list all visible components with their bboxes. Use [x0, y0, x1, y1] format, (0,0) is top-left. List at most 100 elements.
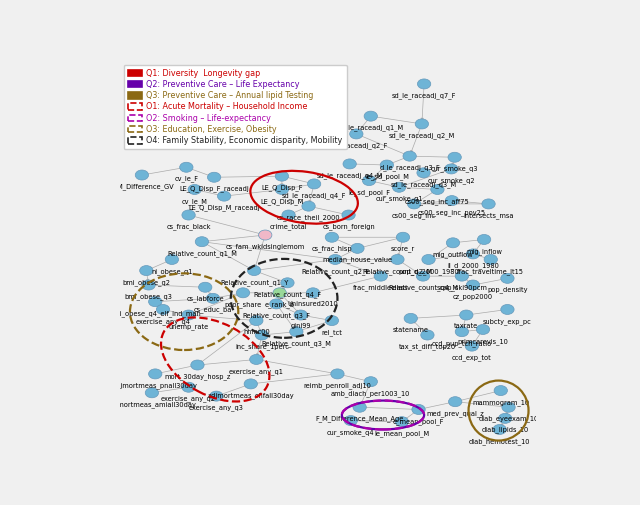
- Text: poor_share: poor_share: [225, 301, 262, 308]
- Text: mort_30day_hosp_z: mort_30day_hosp_z: [164, 373, 230, 380]
- Text: reimb_penroll_adj10: reimb_penroll_adj10: [303, 382, 371, 389]
- Ellipse shape: [343, 159, 356, 169]
- Ellipse shape: [244, 379, 257, 389]
- Ellipse shape: [195, 237, 209, 246]
- Text: score_r: score_r: [391, 245, 415, 251]
- Text: cv_le_F: cv_le_F: [174, 176, 198, 182]
- Text: diab_eyeexam_10: diab_eyeexam_10: [479, 416, 539, 422]
- Text: pop_d_2000_1980: pop_d_2000_1980: [398, 268, 459, 275]
- Ellipse shape: [142, 280, 156, 290]
- Ellipse shape: [484, 255, 497, 265]
- Ellipse shape: [445, 164, 458, 174]
- Text: taxrate: taxrate: [454, 323, 479, 329]
- Text: sd_le_raceadj_q2_F: sd_le_raceadj_q2_F: [324, 142, 388, 149]
- Ellipse shape: [448, 153, 461, 162]
- Ellipse shape: [342, 210, 355, 220]
- Text: sd_le_raceadj_q1_M: sd_le_raceadj_q1_M: [338, 124, 404, 131]
- Text: F_M_Difference_Mean_Age: F_M_Difference_Mean_Age: [316, 416, 404, 422]
- Text: cur_smoke_q2: cur_smoke_q2: [428, 177, 475, 184]
- Text: diab_hemotest_10: diab_hemotest_10: [469, 438, 531, 444]
- Text: pop_density: pop_density: [487, 287, 527, 293]
- Ellipse shape: [307, 288, 319, 298]
- Ellipse shape: [391, 255, 404, 265]
- Text: statename: statename: [393, 327, 429, 333]
- Ellipse shape: [477, 234, 491, 244]
- Text: rel_tct: rel_tct: [321, 329, 342, 336]
- Ellipse shape: [325, 316, 339, 326]
- Ellipse shape: [417, 79, 431, 89]
- Ellipse shape: [206, 293, 220, 304]
- Text: mammogram_10: mammogram_10: [472, 399, 529, 406]
- Text: frac_middleclass: frac_middleclass: [353, 284, 409, 291]
- Ellipse shape: [499, 413, 512, 423]
- Ellipse shape: [465, 341, 479, 351]
- Text: d_le_raceadj_q3_F: d_le_raceadj_q3_F: [380, 165, 440, 171]
- Text: F_M_Difference_GV: F_M_Difference_GV: [110, 183, 173, 190]
- Text: le_sd_pool_F: le_sd_pool_F: [348, 189, 390, 195]
- Ellipse shape: [135, 170, 148, 180]
- Text: tax_st_diff_top20: tax_st_diff_top20: [399, 343, 456, 350]
- Text: cs00_seg_inc: cs00_seg_inc: [392, 212, 436, 219]
- Ellipse shape: [290, 327, 303, 337]
- Ellipse shape: [494, 386, 508, 395]
- Text: cur_smoke_q4: cur_smoke_q4: [327, 429, 374, 436]
- Text: ni_obese_q1: ni_obese_q1: [151, 268, 193, 275]
- Text: bmi_obese_q2: bmi_obese_q2: [122, 279, 170, 286]
- Text: cur_smoke_q1: cur_smoke_q1: [375, 195, 423, 203]
- Text: ccd_pup_tch_ratio: ccd_pup_tch_ratio: [432, 340, 492, 347]
- Ellipse shape: [148, 297, 162, 307]
- Text: amb_diach_per1003_10: amb_diach_per1003_10: [331, 390, 410, 397]
- Ellipse shape: [455, 327, 468, 337]
- Ellipse shape: [302, 201, 316, 211]
- Text: unemp_rate: unemp_rate: [168, 323, 209, 330]
- Text: mig_inflow: mig_inflow: [466, 248, 502, 255]
- Text: median_house_value: median_house_value: [323, 257, 392, 264]
- Ellipse shape: [255, 330, 269, 340]
- Ellipse shape: [349, 129, 363, 139]
- Ellipse shape: [165, 255, 179, 265]
- Ellipse shape: [500, 305, 514, 315]
- Text: Relative_count_q3_M: Relative_count_q3_M: [261, 340, 332, 347]
- Text: frac_traveltime_lt15: frac_traveltime_lt15: [457, 268, 524, 275]
- Ellipse shape: [182, 310, 195, 320]
- Ellipse shape: [156, 305, 170, 315]
- Text: Relative_count_q1_Y: Relative_count_q1_Y: [220, 279, 288, 286]
- Ellipse shape: [404, 313, 417, 323]
- Ellipse shape: [198, 282, 212, 292]
- Ellipse shape: [396, 417, 408, 427]
- Ellipse shape: [415, 119, 429, 129]
- Ellipse shape: [422, 255, 435, 265]
- Text: ccd_exp_tot: ccd_exp_tot: [452, 355, 492, 361]
- Ellipse shape: [248, 266, 260, 276]
- Text: exercise_any_q4: exercise_any_q4: [136, 318, 191, 325]
- Text: diab_lipids_10: diab_lipids_10: [481, 427, 529, 433]
- Ellipse shape: [207, 172, 221, 182]
- Ellipse shape: [328, 255, 342, 265]
- Ellipse shape: [476, 324, 490, 334]
- Ellipse shape: [467, 280, 479, 290]
- Text: e_mean_pool_F: e_mean_pool_F: [393, 418, 444, 425]
- Text: intersects_msa: intersects_msa: [463, 212, 514, 219]
- Text: cs_fam_wkidsinglemom: cs_fam_wkidsinglemom: [226, 243, 305, 250]
- Ellipse shape: [275, 184, 289, 194]
- Ellipse shape: [493, 424, 506, 434]
- Ellipse shape: [148, 369, 162, 379]
- Ellipse shape: [446, 238, 460, 248]
- Ellipse shape: [282, 210, 295, 220]
- Ellipse shape: [364, 377, 378, 387]
- Ellipse shape: [259, 230, 272, 240]
- Text: Relative_count_q4_F: Relative_count_q4_F: [253, 291, 321, 298]
- Ellipse shape: [500, 273, 514, 283]
- Text: Relative_count_q2_M: Relative_count_q2_M: [362, 268, 433, 275]
- Text: Relative_count_q1_M: Relative_count_q1_M: [167, 250, 237, 257]
- Text: med_prev_qual_z: med_prev_qual_z: [426, 410, 484, 417]
- Text: cs_race_theil_2000: cs_race_theil_2000: [276, 215, 340, 221]
- Text: il_d_2000_1980: il_d_2000_1980: [447, 262, 499, 269]
- Ellipse shape: [445, 195, 458, 206]
- Ellipse shape: [344, 416, 358, 426]
- Text: Uninsured2010: Uninsured2010: [287, 301, 339, 307]
- Ellipse shape: [182, 210, 195, 220]
- Ellipse shape: [331, 369, 344, 379]
- Text: exercise_any_q2: exercise_any_q2: [161, 395, 216, 402]
- Text: gini99: gini99: [291, 323, 311, 329]
